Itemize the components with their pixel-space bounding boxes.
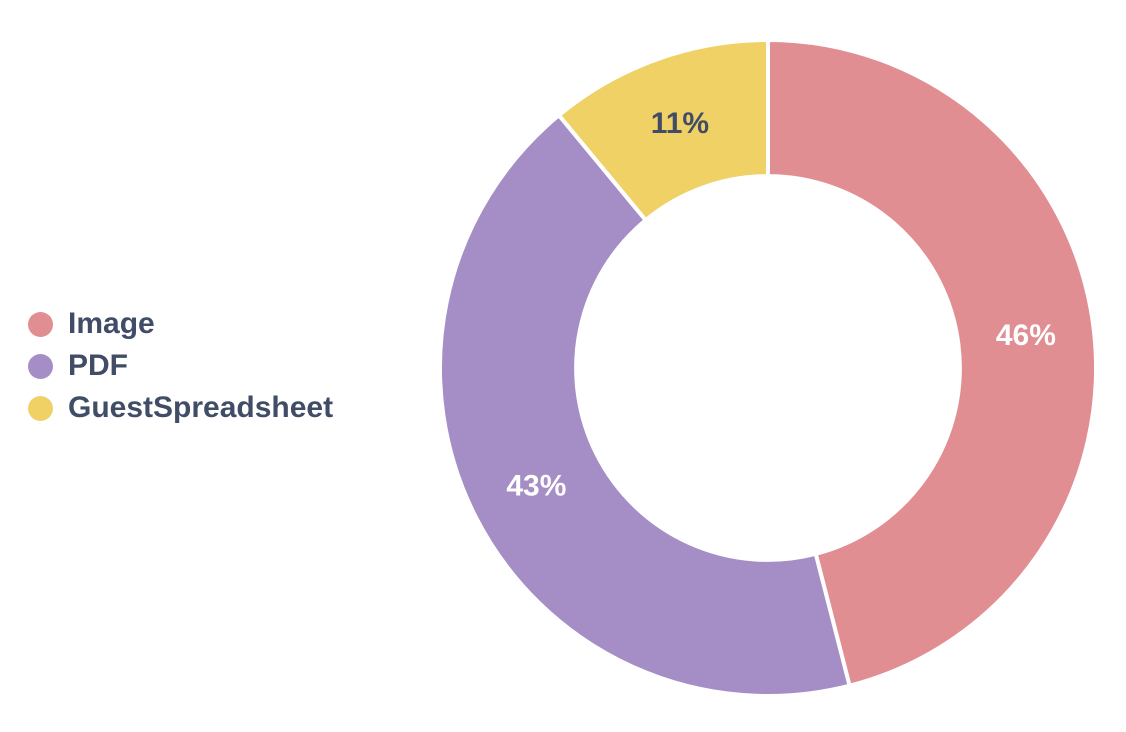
legend-item-pdf[interactable]: PDF: [28, 345, 333, 387]
slice-label-guestspreadsheet: 11%: [651, 107, 709, 140]
legend-item-guestspreadsheet[interactable]: GuestSpreadsheet: [28, 387, 333, 429]
donut-chart-area: 46% 43% 11%: [437, 38, 1098, 698]
donut-slice-image[interactable]: [766, 38, 1098, 688]
donut-slice-guestspreadsheet[interactable]: [556, 38, 770, 223]
legend-swatch-pdf: [28, 353, 53, 379]
chart-legend: Image PDF GuestSpreadsheet: [28, 303, 333, 429]
legend-swatch-image: [28, 311, 53, 337]
legend-label-image: Image: [68, 307, 155, 340]
slice-label-pdf: 43%: [506, 470, 566, 503]
slice-label-image: 46%: [996, 319, 1056, 352]
legend-swatch-guestspreadsheet: [28, 395, 53, 421]
legend-label-guestspreadsheet: GuestSpreadsheet: [68, 391, 334, 424]
donut-chart[interactable]: 46% 43% 11%: [437, 38, 1098, 698]
legend-item-image[interactable]: Image: [28, 303, 333, 345]
legend-label-pdf: PDF: [68, 349, 128, 382]
donut-slice-pdf[interactable]: [437, 113, 852, 698]
